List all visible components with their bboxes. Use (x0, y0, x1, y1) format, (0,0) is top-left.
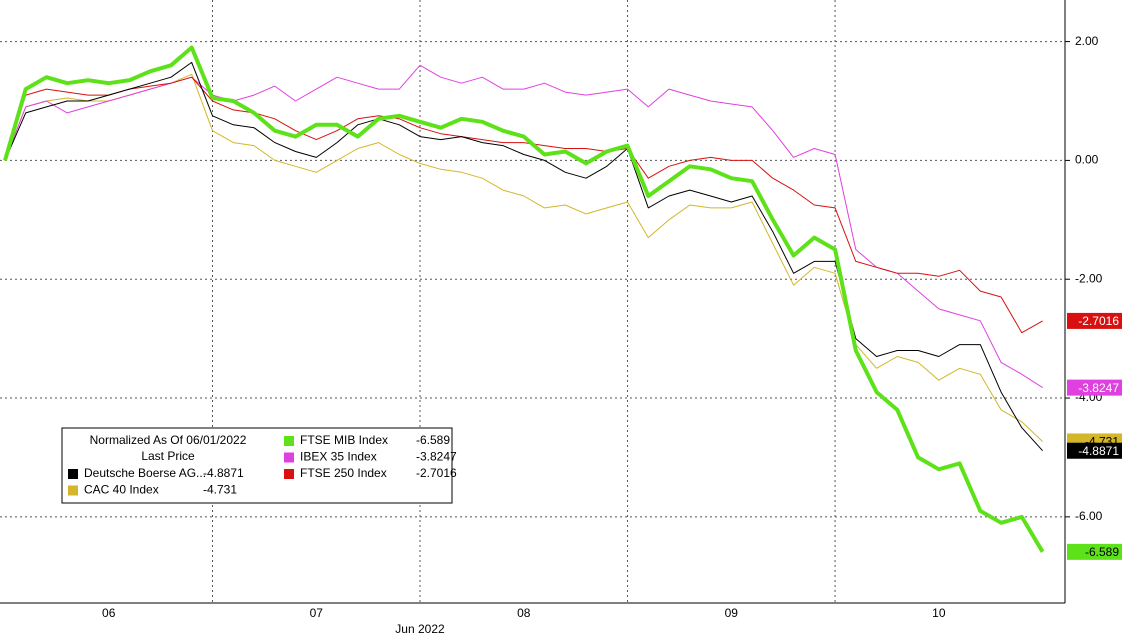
last-value-tag (1067, 543, 1122, 560)
last-value-label: -6.589 (1085, 545, 1119, 559)
series-line (4, 73, 1043, 442)
series-line (4, 64, 1043, 389)
x-tick-label: 10 (932, 606, 946, 620)
y-tick-label: 0.00 (1075, 153, 1099, 167)
legend-value: -3.8247 (416, 450, 457, 464)
y-tick-label: 2.00 (1075, 34, 1099, 48)
legend-label: Deutsche Boerse AG... (84, 466, 206, 480)
legend-label: IBEX 35 Index (300, 450, 377, 464)
legend-label: FTSE MIB Index (300, 433, 388, 447)
legend-swatch (284, 452, 294, 463)
legend-swatch (284, 436, 294, 446)
legend-swatch (68, 485, 78, 496)
x-tick-label: 07 (310, 606, 324, 620)
legend-value: -2.7016 (416, 466, 457, 480)
x-tick-label: 09 (725, 606, 739, 620)
y-tick-label: -6.00 (1075, 509, 1103, 523)
x-tick-label: 06 (102, 606, 116, 620)
legend-subtitle: Last Price (141, 449, 195, 463)
y-tick-label: -2.00 (1075, 271, 1103, 285)
legend-swatch (284, 469, 294, 479)
legend-label: CAC 40 Index (84, 483, 159, 497)
legend-value: -4.8871 (203, 466, 244, 480)
series-line (4, 76, 1043, 334)
last-value-label: -4.8871 (1078, 444, 1119, 458)
legend-label: FTSE 250 Index (300, 466, 387, 480)
legend-box (61, 427, 453, 504)
legend-value: -6.589 (416, 433, 450, 447)
last-value-label: -3.8247 (1078, 381, 1119, 395)
series-line (3, 45, 1045, 553)
x-axis-label: Jun 2022 (395, 622, 445, 636)
legend-value: -4.731 (203, 483, 237, 497)
last-value-tag (1067, 442, 1122, 459)
last-value-tag (1067, 379, 1122, 396)
series-line (4, 61, 1043, 452)
legend-swatch (68, 469, 78, 479)
legend-title: Normalized As Of 06/01/2022 (90, 433, 247, 447)
last-value-label: -2.7016 (1078, 314, 1119, 328)
last-value-tag (1067, 312, 1122, 329)
x-tick-label: 08 (517, 606, 531, 620)
